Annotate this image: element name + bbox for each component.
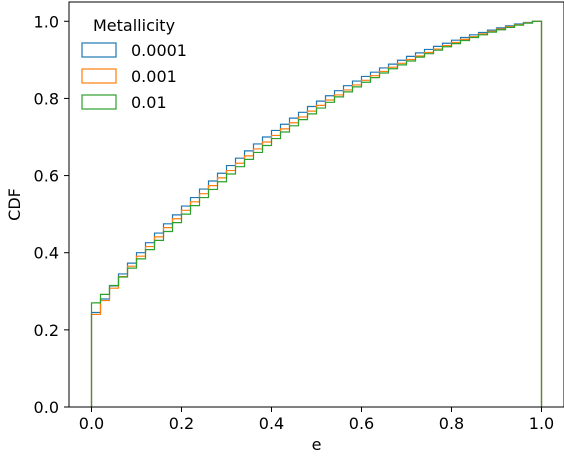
legend-label-1: 0.001 [131,67,177,86]
y-tick-label: 1.0 [34,12,59,31]
legend-title: Metallicity [93,16,175,35]
legend-swatch-1 [81,68,117,84]
x-axis-label: e [312,435,322,454]
legend-label-0: 0.0001 [131,41,187,60]
y-tick-label: 0.4 [34,244,59,263]
y-tick-label: 0.6 [34,167,59,186]
axes-layer: 0.0 0.2 0.4 0.6 0.8 1.0 0.0 0.2 0.4 0.6 0.8 1.0 e CDF [5,1,564,454]
x-tick-label: 1.0 [529,414,554,433]
y-tick-label: 0.2 [34,321,59,340]
x-tick-label: 0.0 [79,414,104,433]
legend: Metallicity 0.0001 0.001 0.01 [81,16,187,112]
x-tick-label: 0.6 [349,414,374,433]
series-line-2 [90,20,543,407]
plot-frame [68,1,564,408]
y-axis-label: CDF [5,188,24,221]
x-tick-label: 0.2 [169,414,194,433]
legend-swatch-2 [81,94,117,110]
y-tick-label: 0.8 [34,89,59,108]
x-tick-label: 0.8 [439,414,464,433]
y-tick-label: 0.0 [34,398,59,417]
x-tick-label: 0.4 [259,414,284,433]
series-layer [90,20,543,407]
legend-label-2: 0.01 [131,93,167,112]
legend-swatch-0 [81,42,117,58]
